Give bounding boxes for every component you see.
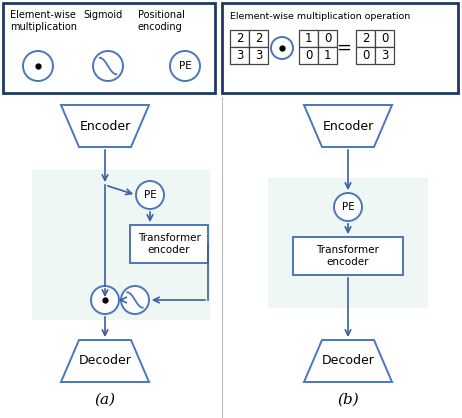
Bar	[130, 225, 208, 263]
Text: Sigmoid: Sigmoid	[83, 10, 122, 20]
Text: Element-wise
multiplication: Element-wise multiplication	[10, 10, 77, 32]
FancyBboxPatch shape	[268, 178, 428, 308]
Text: Element-wise multiplication operation: Element-wise multiplication operation	[230, 12, 410, 21]
Text: 0: 0	[305, 49, 312, 62]
Bar	[249, 47, 268, 64]
Circle shape	[334, 193, 362, 221]
Circle shape	[23, 51, 53, 81]
Text: Positional
encoding: Positional encoding	[138, 10, 185, 32]
Text: 2: 2	[362, 32, 369, 45]
Text: 3: 3	[236, 49, 243, 62]
Bar	[375, 30, 394, 47]
Bar	[356, 47, 375, 64]
Text: 2: 2	[255, 32, 262, 45]
Text: 2: 2	[236, 32, 243, 45]
Text: PE: PE	[144, 190, 156, 200]
Text: PE: PE	[179, 61, 191, 71]
FancyBboxPatch shape	[3, 3, 215, 93]
Bar	[299, 30, 318, 47]
Text: Encoder: Encoder	[322, 120, 374, 133]
Circle shape	[136, 181, 164, 209]
Bar	[293, 237, 403, 275]
Text: 3: 3	[255, 49, 262, 62]
Text: Decoder: Decoder	[79, 354, 131, 367]
Text: 3: 3	[381, 49, 388, 62]
Circle shape	[271, 37, 293, 59]
Text: 1: 1	[305, 32, 312, 45]
Circle shape	[170, 51, 200, 81]
Bar	[318, 47, 337, 64]
Bar	[375, 47, 394, 64]
Bar	[356, 30, 375, 47]
Polygon shape	[61, 105, 149, 147]
Text: 0: 0	[324, 32, 331, 45]
Text: Transformer
encoder: Transformer encoder	[138, 233, 201, 255]
Text: 0: 0	[381, 32, 388, 45]
Bar	[299, 47, 318, 64]
Circle shape	[93, 51, 123, 81]
FancyBboxPatch shape	[32, 170, 210, 320]
Text: (a): (a)	[94, 393, 116, 407]
Bar	[230, 30, 249, 47]
Bar	[230, 47, 249, 64]
Text: 0: 0	[362, 49, 369, 62]
Polygon shape	[61, 340, 149, 382]
Text: 1: 1	[324, 49, 331, 62]
Polygon shape	[304, 105, 392, 147]
Text: Encoder: Encoder	[79, 120, 131, 133]
FancyBboxPatch shape	[222, 3, 458, 93]
Circle shape	[91, 286, 119, 314]
Circle shape	[121, 286, 149, 314]
Text: Decoder: Decoder	[322, 354, 374, 367]
Text: Transformer
encoder: Transformer encoder	[316, 245, 379, 267]
Bar	[249, 30, 268, 47]
Polygon shape	[304, 340, 392, 382]
Text: PE: PE	[341, 202, 354, 212]
Bar	[318, 30, 337, 47]
Text: =: =	[336, 39, 352, 57]
Text: (b): (b)	[337, 393, 359, 407]
